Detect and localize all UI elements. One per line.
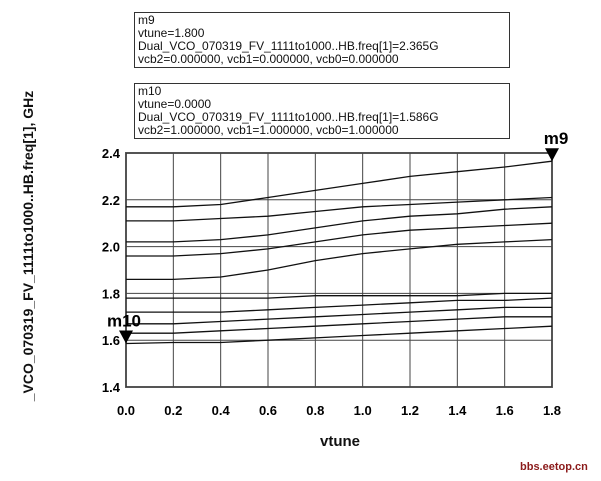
marker-line: m9 (138, 13, 155, 27)
marker-line: m10 (138, 84, 162, 98)
y-tick-label: 2.4 (102, 146, 121, 161)
series-line (126, 238, 553, 281)
grid (125, 152, 553, 388)
y-tick-label: 2.2 (102, 193, 120, 208)
series-line (126, 222, 553, 257)
y-tick-label: 1.4 (102, 380, 121, 395)
series-line (126, 316, 552, 334)
y-tick-label: 2.0 (102, 240, 120, 255)
x-tick-label: 1.8 (543, 403, 561, 418)
series-line (126, 206, 553, 243)
markers: m9 m10 (107, 129, 569, 344)
x-tick-label: 1.4 (448, 403, 467, 418)
x-tick-label: 1.2 (401, 403, 419, 418)
marker-line: Dual_VCO_070319_FV_1111to1000..HB.freq[1… (138, 110, 439, 124)
series-line (126, 297, 553, 313)
tick-labels: 0.0 0.2 0.4 0.6 0.8 1.0 1.2 1.4 1.6 1.8 1.4 1.6 1.8 2… (102, 146, 561, 418)
marker-readout-m10: m10 vtune=0.0000 Dual_VCO_070319_FV_1111… (134, 83, 510, 139)
x-tick-label: 1.0 (354, 403, 372, 418)
y-axis-label: _VCO_070319_FV_1111to1000..HB.freq[1], G… (20, 90, 36, 402)
marker-triangle (119, 330, 133, 344)
x-tick-label: 0.8 (306, 403, 324, 418)
series-line (126, 292, 552, 299)
x-tick-label: 0.4 (212, 403, 231, 418)
watermark: bbs.eetop.cn (520, 461, 588, 473)
x-tick-label: 0.6 (259, 403, 277, 418)
marker-readout-m9: m9 vtune=1.800 Dual_VCO_070319_FV_1111to… (134, 12, 510, 68)
x-axis-label: vtune (319, 433, 360, 450)
y-tick-label: 1.8 (102, 286, 120, 301)
marker-line: vtune=0.0000 (138, 97, 212, 111)
marker-line: vtune=1.800 (138, 26, 205, 40)
marker-label: m10 (107, 311, 141, 330)
y-tick-label: 1.6 (102, 333, 120, 348)
series-line (126, 196, 553, 222)
series-line (125, 325, 553, 345)
x-tick-label: 0.2 (164, 403, 182, 418)
series-line (126, 306, 552, 325)
marker-label: m9 (544, 129, 569, 148)
series-group (125, 160, 553, 345)
series-line (126, 160, 553, 208)
marker-line: vcb2=0.000000, vcb1=0.000000, vcb0=0.000… (138, 52, 399, 66)
x-tick-label: 0.0 (117, 403, 135, 418)
plot-frame (125, 152, 553, 388)
marker-line: vcb2=1.000000, vcb1=1.000000, vcb0=1.000… (138, 123, 399, 137)
marker-triangle (545, 148, 559, 162)
marker-line: Dual_VCO_070319_FV_1111to1000..HB.freq[1… (138, 39, 439, 53)
x-tick-label: 1.6 (496, 403, 514, 418)
